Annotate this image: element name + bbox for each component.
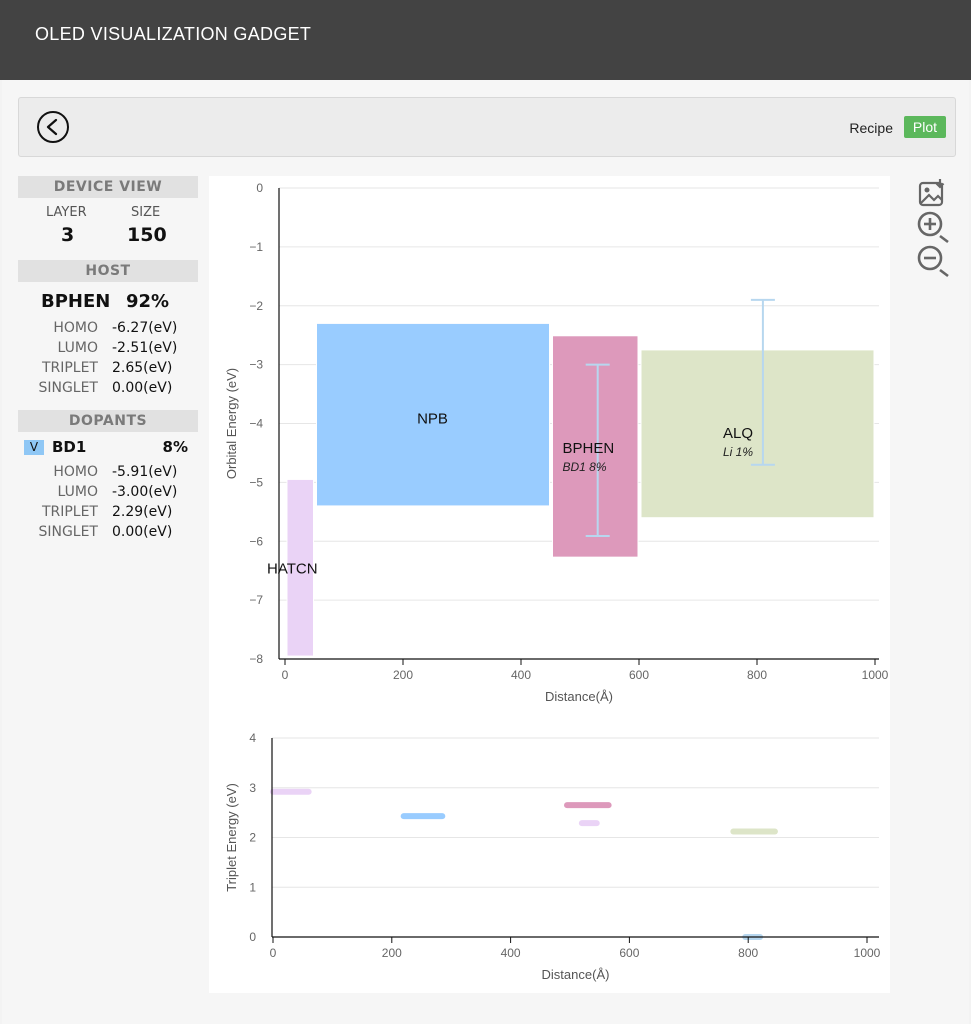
sidebar: DEVICE VIEW LAYER SIZE 3 150 HOST BPHEN … — [18, 176, 198, 542]
prop-key: LUMO — [57, 340, 98, 356]
x-tick-label: 0 — [270, 946, 277, 960]
host-name: BPHEN — [41, 291, 111, 312]
prop-key: TRIPLET — [41, 360, 98, 376]
recipe-link[interactable]: Recipe — [849, 120, 893, 136]
prop-value: 2.65(eV) — [112, 360, 173, 376]
prop-value: -6.27(eV) — [112, 320, 178, 336]
x-tick-label: 800 — [747, 668, 767, 682]
app-title: OLED VISUALIZATION GADGET — [35, 24, 312, 44]
zoom-in-icon[interactable] — [916, 210, 952, 244]
y-tick-label: −4 — [249, 417, 263, 431]
dopant-percent: 8% — [162, 438, 188, 456]
dopant-prop-lumo: LUMO -3.00(eV) — [18, 482, 198, 502]
y-tick-label: 4 — [249, 731, 256, 745]
y-tick-label: −2 — [249, 299, 263, 313]
device-view-header: DEVICE VIEW — [18, 176, 198, 198]
layer-label: ALQ — [723, 425, 753, 442]
zoom-out-icon[interactable] — [916, 244, 952, 278]
layer-sublabel: BD1 8% — [563, 460, 607, 474]
dopant-row[interactable]: V BD1 8% — [18, 432, 198, 462]
x-tick-label: 600 — [629, 668, 649, 682]
y-tick-label: −6 — [249, 534, 263, 548]
y-tick-label: 0 — [256, 181, 263, 195]
layer-bar — [316, 322, 550, 507]
prop-key: TRIPLET — [41, 504, 98, 520]
prop-key: LUMO — [57, 484, 98, 500]
y-tick-label: 1 — [249, 880, 256, 894]
layer-bar — [640, 349, 875, 519]
back-icon — [46, 118, 58, 136]
size-label: SIZE — [131, 205, 161, 220]
layer-label: HATCN — [267, 561, 318, 578]
x-tick-label: 1000 — [862, 668, 889, 682]
prop-key: HOMO — [53, 464, 98, 480]
x-tick-label: 200 — [393, 668, 413, 682]
host-header: HOST — [18, 260, 198, 282]
back-button[interactable] — [37, 111, 69, 143]
x-tick-label: 400 — [501, 946, 521, 960]
prop-value: -5.91(eV) — [112, 464, 178, 480]
prop-value: -3.00(eV) — [112, 484, 178, 500]
layer-bar — [552, 335, 639, 558]
y-tick-label: −7 — [249, 593, 263, 607]
host-prop-singlet: SINGLET 0.00(eV) — [18, 378, 198, 398]
host-prop-homo: HOMO -6.27(eV) — [18, 318, 198, 338]
layer-label: LAYER — [46, 205, 87, 220]
image-download-icon[interactable] — [916, 178, 948, 208]
x-tick-label: 200 — [382, 946, 402, 960]
x-tick-label: 1000 — [854, 946, 881, 960]
dopant-visibility-toggle[interactable]: V — [24, 440, 44, 455]
layer-label: NPB — [417, 411, 448, 428]
layer-label: BPHEN — [563, 440, 615, 457]
y-axis-label: Orbital Energy (eV) — [224, 368, 239, 479]
y-tick-label: 3 — [249, 781, 256, 795]
layer-bar — [286, 478, 314, 657]
dopant-prop-singlet: SINGLET 0.00(eV) — [18, 522, 198, 542]
dopant-prop-triplet: TRIPLET 2.29(eV) — [18, 502, 198, 522]
plot-button[interactable]: Plot — [903, 116, 946, 138]
x-tick-label: 0 — [282, 668, 289, 682]
y-tick-label: −1 — [249, 240, 263, 254]
orbital-energy-chart[interactable]: 0 −1 −2 −3 −4 −5 −6 −7 −8 HATCN NPB BPHEN BD1 8% ALQ L… — [209, 176, 890, 706]
dopant-prop-homo: HOMO -5.91(eV) — [18, 462, 198, 482]
chart-panel: 0 −1 −2 −3 −4 −5 −6 −7 −8 HATCN NPB BPHEN BD1 8% ALQ L… — [209, 176, 890, 993]
prop-value: 0.00(eV) — [112, 524, 173, 540]
host-prop-lumo: LUMO -2.51(eV) — [18, 338, 198, 358]
layer-value[interactable]: 3 — [61, 224, 75, 246]
prop-value: 2.29(eV) — [112, 504, 173, 520]
prop-key: HOMO — [53, 320, 98, 336]
x-tick-label: 800 — [738, 946, 758, 960]
y-tick-label: −8 — [249, 652, 263, 666]
host-prop-triplet: TRIPLET 2.65(eV) — [18, 358, 198, 378]
x-tick-label: 600 — [619, 946, 639, 960]
dopants-header: DOPANTS — [18, 410, 198, 432]
y-tick-label: −5 — [249, 475, 263, 489]
y-tick-label: 2 — [249, 831, 256, 845]
y-axis-label: Triplet Energy (eV) — [224, 783, 239, 892]
prop-value: -2.51(eV) — [112, 340, 178, 356]
prop-key: SINGLET — [38, 380, 98, 396]
layer-sublabel: Li 1% — [723, 445, 753, 459]
triplet-energy-chart[interactable]: 0 1 2 3 4 0 200 400 600 800 1000 Distance(Å) Triplet… — [209, 711, 890, 998]
app-header: OLED VISUALIZATION GADGET — [0, 0, 971, 80]
host-row[interactable]: BPHEN 92% — [18, 282, 198, 318]
device-view-labels: LAYER SIZE — [18, 198, 198, 222]
prop-key: SINGLET — [38, 524, 98, 540]
x-tick-label: 400 — [511, 668, 531, 682]
x-axis-label: Distance(Å) — [545, 689, 613, 704]
x-axis-label: Distance(Å) — [542, 967, 610, 982]
prop-value: 0.00(eV) — [112, 380, 173, 396]
toolbar: Recipe Plot — [18, 97, 956, 157]
size-value[interactable]: 150 — [127, 224, 167, 246]
y-tick-label: 0 — [249, 930, 256, 944]
dopant-name: BD1 — [52, 438, 87, 456]
y-tick-label: −3 — [249, 358, 263, 372]
device-view-values: 3 150 — [18, 222, 198, 248]
host-percent: 92% — [126, 291, 170, 312]
